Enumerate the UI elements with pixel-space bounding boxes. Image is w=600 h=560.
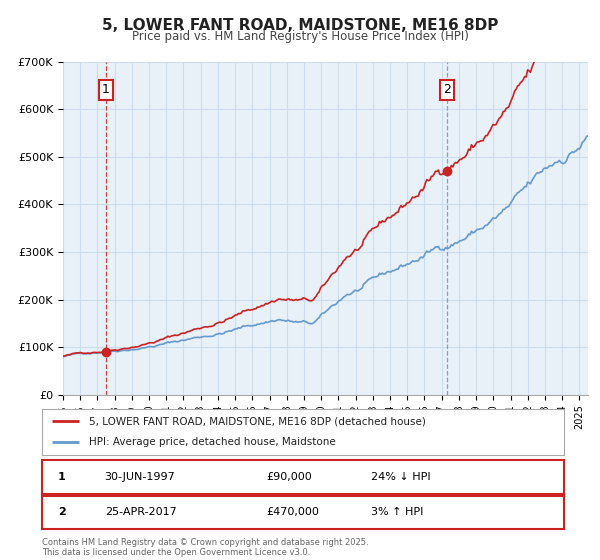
Text: Contains HM Land Registry data © Crown copyright and database right 2025.
This d: Contains HM Land Registry data © Crown c…: [42, 538, 368, 557]
Text: 24% ↓ HPI: 24% ↓ HPI: [371, 472, 430, 482]
Text: 1: 1: [102, 83, 110, 96]
Text: 25-APR-2017: 25-APR-2017: [104, 507, 176, 517]
Text: 2: 2: [443, 83, 451, 96]
Text: 5, LOWER FANT ROAD, MAIDSTONE, ME16 8DP (detached house): 5, LOWER FANT ROAD, MAIDSTONE, ME16 8DP …: [89, 416, 426, 426]
Text: £470,000: £470,000: [266, 507, 319, 517]
Text: £90,000: £90,000: [266, 472, 312, 482]
Text: 30-JUN-1997: 30-JUN-1997: [104, 472, 175, 482]
Text: 1: 1: [58, 472, 65, 482]
Text: HPI: Average price, detached house, Maidstone: HPI: Average price, detached house, Maid…: [89, 437, 336, 447]
Text: 2: 2: [58, 507, 65, 517]
Text: 5, LOWER FANT ROAD, MAIDSTONE, ME16 8DP: 5, LOWER FANT ROAD, MAIDSTONE, ME16 8DP: [102, 18, 498, 33]
Text: Price paid vs. HM Land Registry's House Price Index (HPI): Price paid vs. HM Land Registry's House …: [131, 30, 469, 43]
Text: 3% ↑ HPI: 3% ↑ HPI: [371, 507, 423, 517]
